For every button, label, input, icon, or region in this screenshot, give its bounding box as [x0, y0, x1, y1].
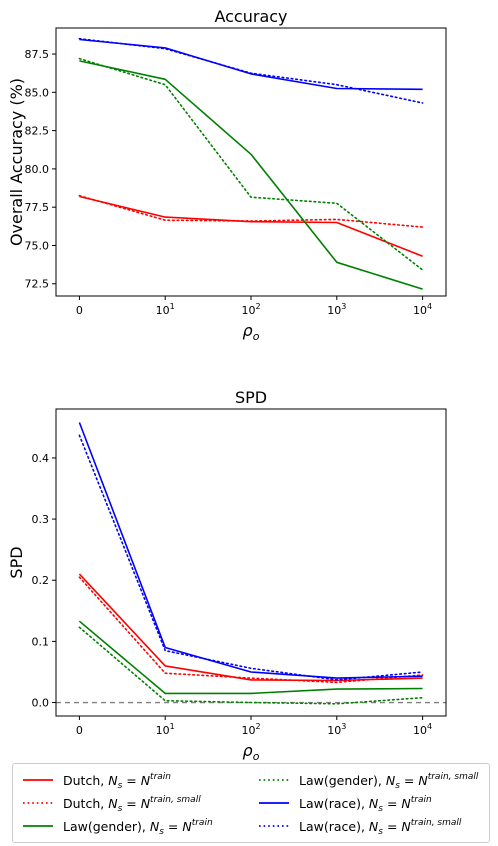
legend-label-3: Law(gender), Ns = Ntrain, small: [299, 772, 479, 791]
chart-panel-1: SPD 0.0 0.1 0.2 0.3 0.4 0 101 102 103 104 ρo SPD: [7, 388, 447, 760]
legend-label-2: Law(gender), Ns = Ntrain: [63, 818, 213, 837]
x-tick-label: 103: [327, 302, 346, 317]
series-line-1: [78, 194, 424, 228]
y-axis-label: Overall Accuracy (%): [7, 78, 26, 246]
x-tick-label: 101: [156, 302, 175, 317]
y-tick-label: 0.2: [32, 574, 50, 587]
x-tick-label: 0: [76, 724, 83, 737]
legend-label-0: Dutch, Ns = Ntrain: [63, 772, 171, 791]
series-line-0: [78, 573, 423, 682]
plot-frame: [55, 408, 447, 717]
y-tick-label: 77.5: [25, 201, 50, 214]
x-tick-label: 0: [76, 304, 83, 317]
legend-label-4: Law(race), Ns = Ntrain: [299, 795, 432, 814]
legend-entry-5: Law(race), Ns = Ntrain, small: [259, 818, 462, 837]
legend: Dutch, Ns = Ntrain Dutch, Ns = Ntrain, sm…: [12, 763, 490, 843]
series-line-3: [78, 626, 424, 705]
x-tick-label: 104: [413, 302, 432, 317]
y-tick-label: 0.3: [32, 513, 50, 526]
x-tick-label: 102: [241, 302, 260, 317]
legend-label-5: Law(race), Ns = Ntrain, small: [299, 818, 462, 837]
y-tick-label: 85.0: [25, 86, 50, 99]
chart-title: Accuracy: [214, 7, 287, 26]
legend-entry-2: Law(gender), Ns = Ntrain: [23, 818, 213, 837]
chart-panel-0: Accuracy 72.5 75.0 77.5 80.0 82.5 85.0 87.5 0 101…: [7, 7, 447, 343]
series-line-3: [78, 57, 424, 271]
figure: Accuracy 72.5 75.0 77.5 80.0 82.5 85.0 87.5 0 101…: [7, 7, 447, 760]
y-tick-label: 87.5: [25, 48, 50, 61]
x-axis-label: ρo: [243, 741, 260, 760]
y-tick-label: 82.5: [25, 125, 50, 138]
x-tick-label: 103: [327, 722, 346, 737]
x-tick-label: 101: [156, 722, 175, 737]
y-tick-label: 0.0: [32, 697, 50, 710]
legend-label-1: Dutch, Ns = Ntrain, small: [63, 795, 201, 814]
series-line-5: [78, 434, 424, 681]
y-tick-label: 75.0: [25, 239, 50, 252]
legend-entry-3: Law(gender), Ns = Ntrain, small: [259, 772, 479, 791]
series-line-4: [78, 422, 423, 679]
y-tick-label: 72.5: [25, 278, 50, 291]
series-line-2: [78, 620, 423, 695]
series-line-2: [79, 60, 423, 290]
x-tick-label: 104: [413, 722, 432, 737]
y-tick-label: 80.0: [25, 163, 50, 176]
legend-entry-0: Dutch, Ns = Ntrain: [23, 772, 171, 791]
series-line-4: [79, 38, 423, 91]
legend-entry-4: Law(race), Ns = Ntrain: [259, 795, 432, 814]
x-tick-label: 102: [241, 722, 260, 737]
y-tick-label: 0.4: [32, 452, 50, 465]
chart-title: SPD: [235, 388, 267, 407]
series-line-5: [78, 37, 424, 104]
y-axis-label: SPD: [7, 546, 26, 578]
legend-entry-1: Dutch, Ns = Ntrain, small: [23, 795, 201, 814]
x-axis-label: ρo: [243, 321, 260, 343]
y-tick-label: 0.1: [32, 635, 50, 648]
series-line-0: [79, 195, 423, 257]
